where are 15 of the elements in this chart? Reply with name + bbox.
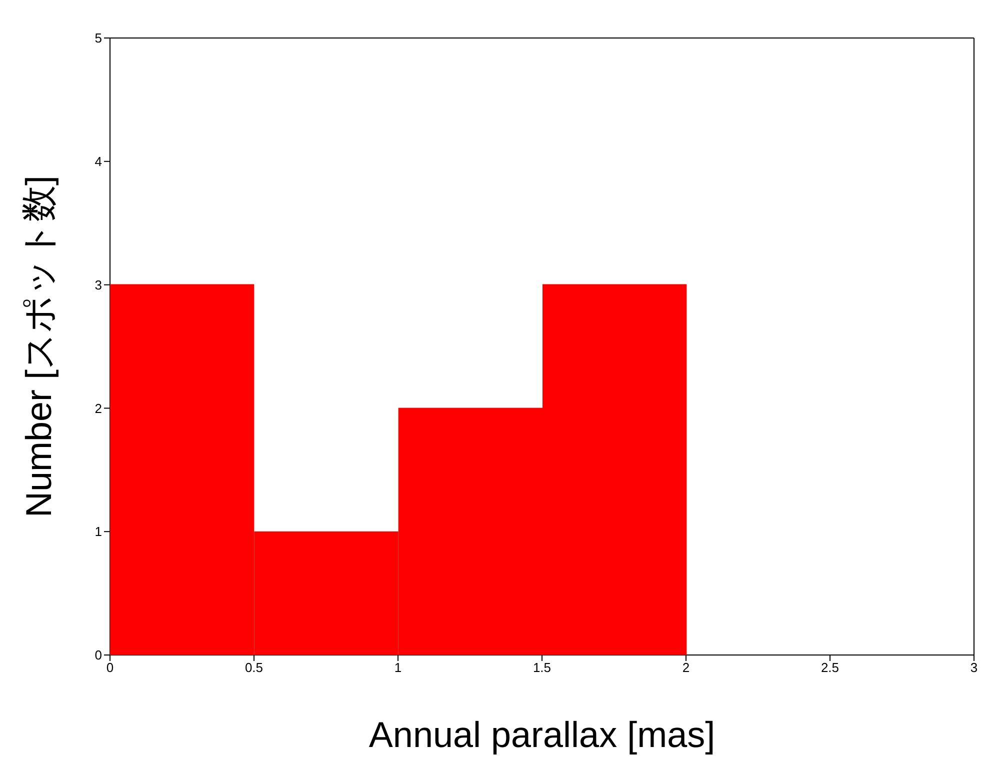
x-tick-label: 1.5 xyxy=(532,660,552,676)
x-axis-title: Annual parallax [mas] xyxy=(368,714,716,755)
y-tick-label: 1 xyxy=(94,524,102,540)
x-tick-label: 0 xyxy=(106,660,114,676)
y-tick-label: 0 xyxy=(94,648,102,663)
x-tick-label: 2 xyxy=(682,660,690,676)
x-tick-label: 3 xyxy=(970,660,978,676)
y-tick-label: 5 xyxy=(94,30,102,46)
y-axis-title: Number [スポット数] xyxy=(18,175,59,518)
x-tick-label: 1 xyxy=(394,660,402,676)
y-tick-label: 3 xyxy=(94,277,102,292)
x-tick-label: 2.5 xyxy=(820,660,840,676)
y-tick-label: 4 xyxy=(94,154,102,170)
y-tick-label: 2 xyxy=(94,400,102,416)
x-tick-label: 0.5 xyxy=(244,660,264,676)
